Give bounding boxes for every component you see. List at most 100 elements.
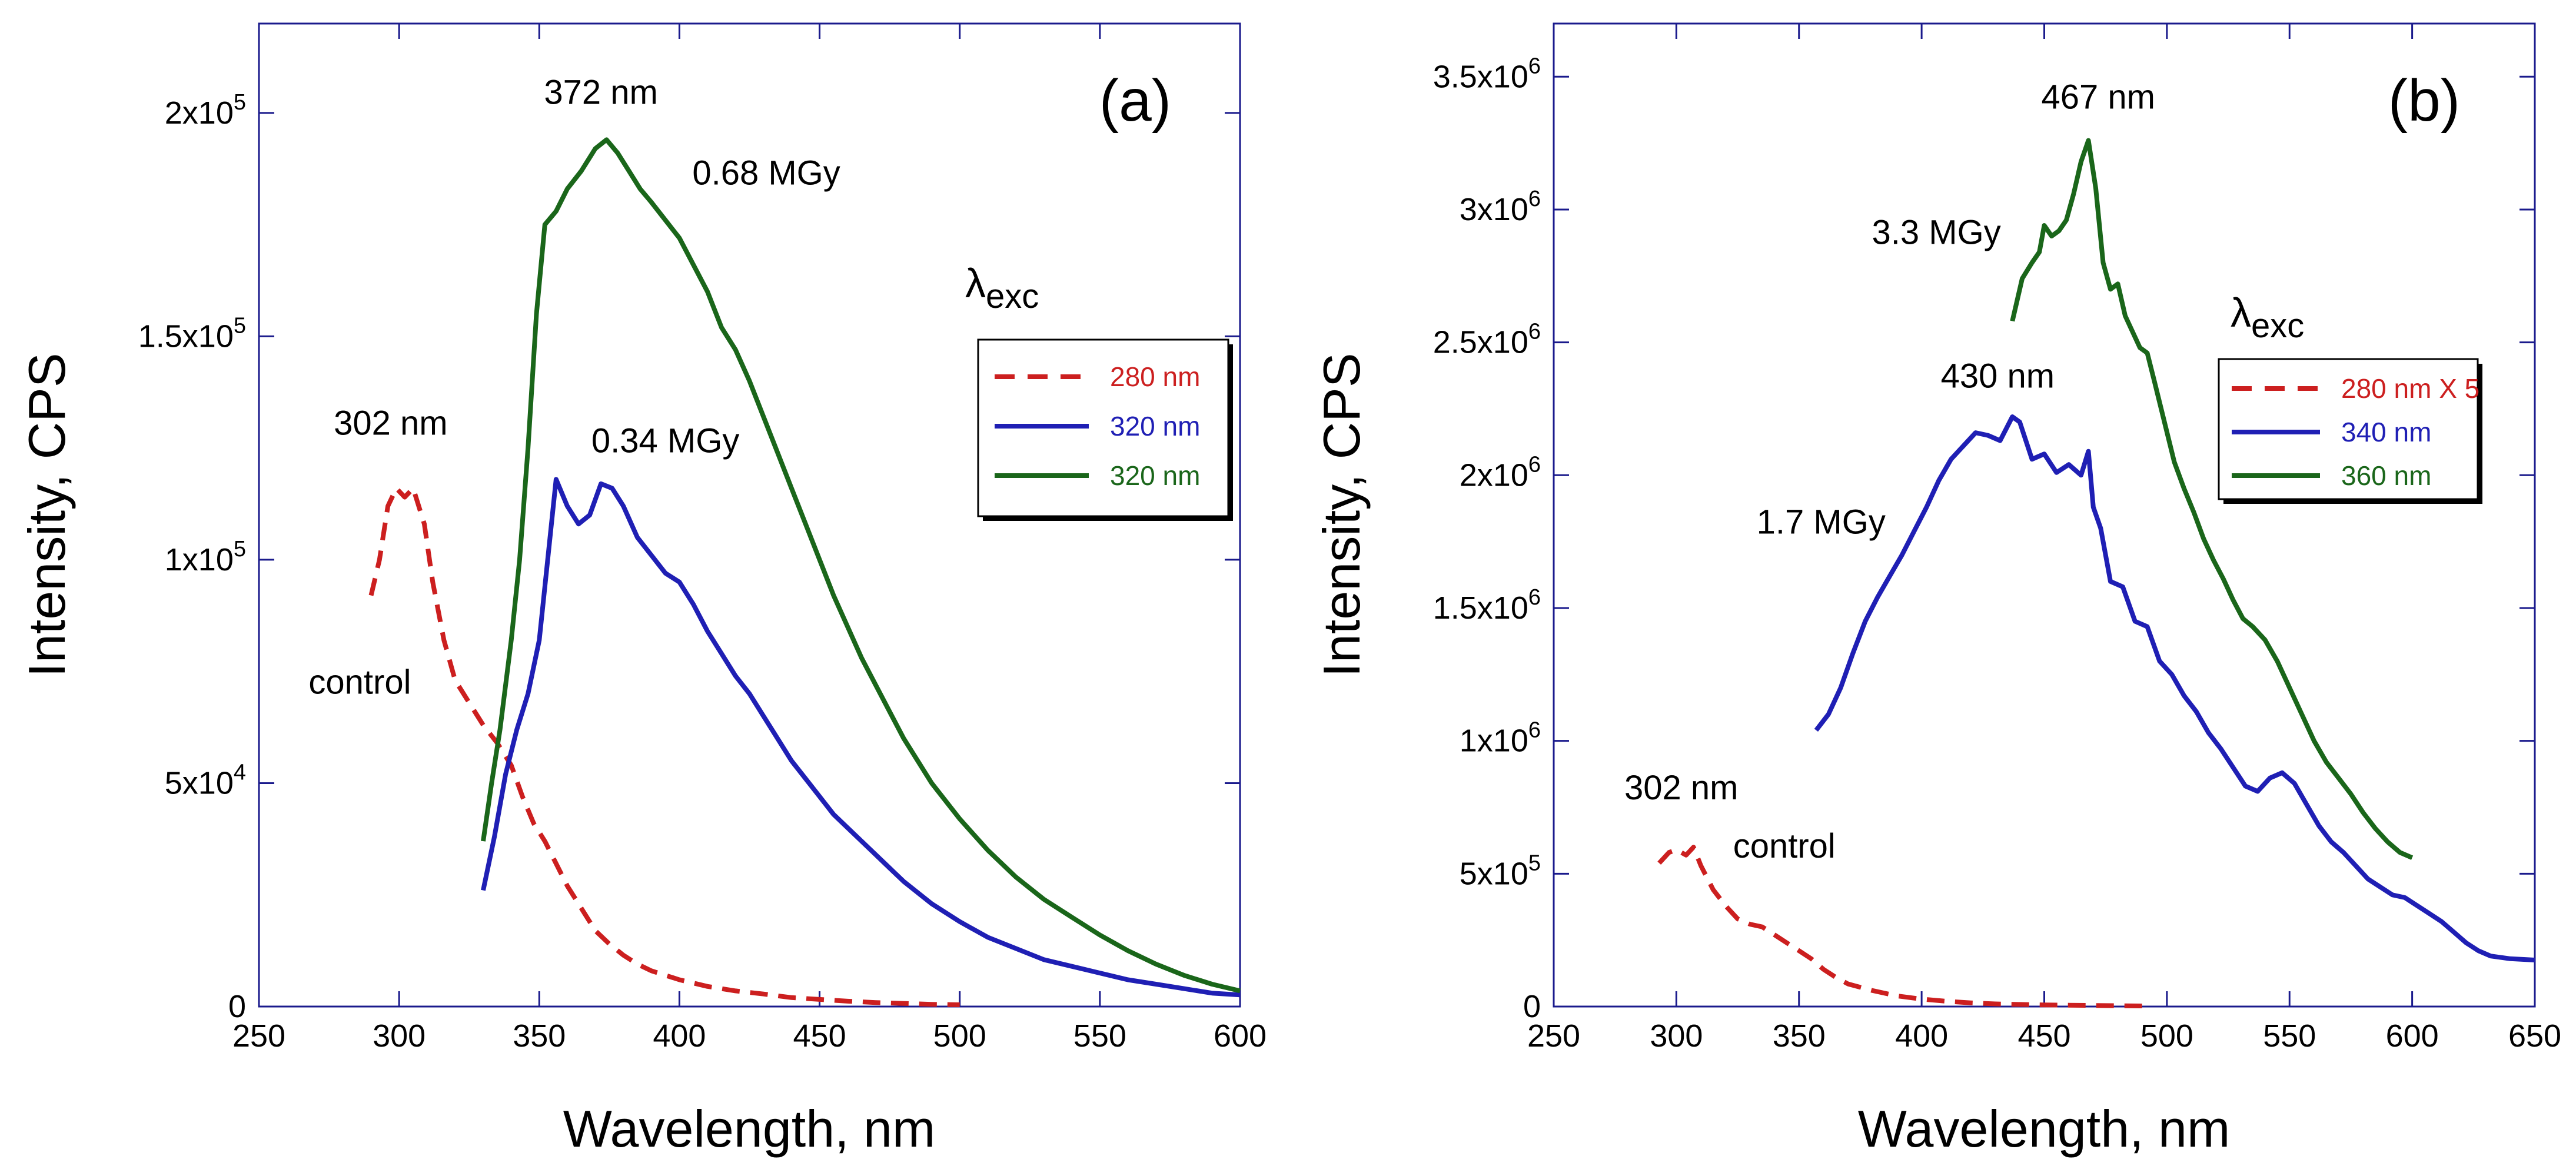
y-tick-label: 3.5x106	[1433, 54, 1541, 94]
tick-marks-a	[258, 24, 1241, 1008]
y-tick-mantissa: 2x10	[1460, 457, 1528, 493]
legend-title-sub-a: exc	[986, 277, 1039, 316]
y-tick-exponent: 5	[234, 537, 246, 562]
annotations-a: 372 nm 0.68 MGy 302 nm 0.34 MGy control	[308, 74, 840, 702]
x-tick-label: 250	[1527, 1018, 1580, 1054]
series-line-b-0	[1657, 845, 2148, 1009]
legend-entries-a: 280 nm 320 nm 320 nm	[995, 361, 1200, 491]
legend-title-lambda-b: λ	[2231, 290, 2251, 336]
y-tick-label: 5x105	[1460, 851, 1541, 891]
x-tick-label: 350	[1773, 1018, 1826, 1054]
y-tick-label: 2x106	[1460, 452, 1541, 493]
y-tick-exponent: 6	[1528, 585, 1541, 610]
x-tick-label: 400	[1895, 1018, 1948, 1054]
legend-entries-b: 280 nm X 5 340 nm 360 nm	[2232, 373, 2479, 491]
x-tick-label: 350	[513, 1018, 566, 1054]
series-line-b-2	[2010, 138, 2414, 860]
annotation-label: control	[308, 663, 411, 702]
y-tick-label: 1.5x106	[1433, 585, 1541, 626]
y-tick-mantissa: 3.5x10	[1433, 59, 1528, 94]
y-tick-exponent: 6	[1528, 54, 1541, 78]
y-tick-mantissa: 2x10	[165, 95, 234, 131]
legend-title-sub-b: exc	[2251, 307, 2304, 345]
y-tick-label: 0	[1523, 989, 1541, 1024]
tick-marks-b	[1553, 24, 2536, 1008]
x-tick-label: 400	[653, 1018, 706, 1054]
y-tick-mantissa: 5x10	[165, 765, 234, 801]
annotation-label: 302 nm	[334, 404, 447, 442]
series-line-a-0	[368, 486, 960, 1007]
y-tick-mantissa: 2.5x10	[1433, 325, 1528, 360]
x-tick-label: 500	[933, 1018, 986, 1054]
legend-b: λexc 280 nm X 5 340 nm 360 nm	[2218, 290, 2482, 504]
legend-title-lambda-a: λ	[965, 260, 986, 306]
x-tick-label: 500	[2140, 1018, 2193, 1054]
x-tick-label: 600	[2386, 1018, 2439, 1054]
y-axis-title-b: Intensity, CPS	[1312, 353, 1371, 677]
y-axis-title-a: Intensity, CPS	[18, 353, 76, 677]
x-axis-title-a: Wavelength, nm	[563, 1100, 936, 1158]
x-tick-label: 550	[1073, 1018, 1126, 1054]
chart-panel-b: 250 300 350 400 450 500 550 600 650 0 5x105 1x106 1…	[1312, 22, 2561, 1158]
x-tick-label: 300	[373, 1018, 426, 1054]
y-tick-labels-b: 05x1051x1061.5x1062x1062.5x1063x1063.5x1…	[1433, 54, 1541, 1024]
x-tick-labels-a: 250 300 350 400 450 500 550 600	[232, 1018, 1267, 1054]
x-tick-label: 600	[1214, 1018, 1267, 1054]
y-tick-exponent: 5	[234, 313, 246, 338]
y-tick-mantissa: 5x10	[1460, 856, 1528, 891]
y-tick-label: 1x105	[165, 537, 246, 577]
y-tick-mantissa: 1.5x10	[138, 318, 234, 354]
y-tick-label: 1.5x105	[138, 313, 246, 354]
y-tick-label: 5x104	[165, 760, 246, 801]
annotation-label: control	[1733, 827, 1836, 865]
plot-area-frame-a	[258, 22, 1241, 1008]
y-tick-exponent: 6	[1528, 187, 1541, 211]
legend-label: 320 nm	[1110, 411, 1200, 441]
series-line-a-2	[481, 137, 1241, 994]
y-tick-mantissa: 0	[1523, 989, 1541, 1024]
x-tick-label: 300	[1650, 1018, 1703, 1054]
legend-label: 320 nm	[1110, 460, 1200, 491]
y-tick-mantissa: 1.5x10	[1433, 590, 1528, 626]
chart-panel-a: 250 300 350 400 450 500 550 600 05x1041x1051.5x…	[18, 22, 1267, 1158]
y-tick-exponent: 5	[1528, 851, 1541, 875]
series-line-b-1	[1814, 414, 2535, 962]
x-tick-label: 450	[793, 1018, 846, 1054]
annotations-b: 467 nm 3.3 MGy 430 nm 1.7 MGy 302 nm control	[1624, 78, 2155, 865]
legend-label: 280 nm X 5	[2341, 373, 2479, 404]
y-tick-label: 1x106	[1460, 718, 1541, 759]
x-axis-title-b: Wavelength, nm	[1858, 1100, 2231, 1158]
y-tick-exponent: 6	[1528, 320, 1541, 344]
series-group-a	[368, 137, 1241, 1007]
legend-title-a: λexc	[965, 260, 1039, 316]
y-tick-exponent: 6	[1528, 718, 1541, 743]
y-tick-label: 3x106	[1460, 187, 1541, 227]
y-tick-label: 2x105	[165, 90, 246, 131]
legend-label: 280 nm	[1110, 361, 1200, 392]
legend-label: 340 nm	[2341, 417, 2431, 447]
panel-label-a: (a)	[1099, 68, 1171, 134]
x-tick-labels-b: 250 300 350 400 450 500 550 600 650	[1527, 1018, 2561, 1054]
x-tick-label: 650	[2508, 1018, 2561, 1054]
y-tick-mantissa: 1x10	[165, 542, 234, 577]
x-tick-label: 450	[2017, 1018, 2070, 1054]
x-tick-label: 550	[2263, 1018, 2316, 1054]
series-group-b	[1657, 138, 2535, 1009]
annotation-label: 3.3 MGy	[1872, 214, 2001, 252]
y-tick-exponent: 4	[234, 760, 246, 785]
legend-label: 360 nm	[2341, 460, 2431, 491]
annotation-label: 467 nm	[2041, 78, 2155, 116]
annotation-label: 430 nm	[1941, 357, 2055, 395]
annotation-label: 302 nm	[1624, 769, 1738, 807]
annotation-label: 372 nm	[544, 74, 657, 112]
legend-a: λexc 280 nm 320 nm 320 nm	[965, 260, 1233, 521]
annotation-label: 0.34 MGy	[591, 422, 739, 460]
panel-label-b: (b)	[2388, 68, 2460, 134]
y-tick-mantissa: 3x10	[1460, 192, 1528, 227]
y-tick-exponent: 6	[1528, 452, 1541, 477]
series-line-a-1	[481, 477, 1241, 998]
x-tick-label: 250	[232, 1018, 285, 1054]
plot-area-frame-b	[1553, 22, 2536, 1008]
